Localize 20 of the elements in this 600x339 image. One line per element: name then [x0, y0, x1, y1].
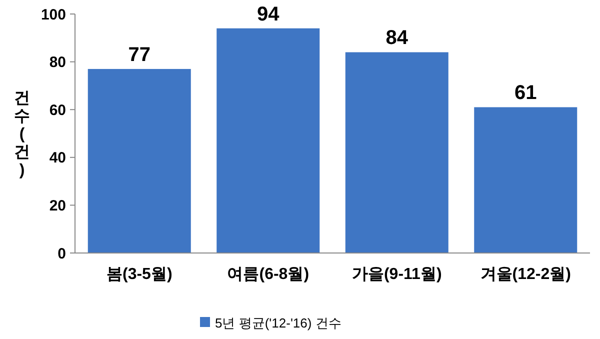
- legend-label: 5년 평균('12-'16) 건수: [215, 316, 342, 331]
- data-label: 77: [128, 44, 150, 66]
- y-tick-label: 20: [49, 197, 66, 214]
- x-tick-label: 봄(3-5월): [106, 266, 172, 283]
- y-tick-label: 60: [49, 102, 66, 119]
- bar: [88, 68, 191, 253]
- x-tick-label: 여름(6-8월): [227, 266, 310, 283]
- bar: [474, 107, 578, 253]
- y-tick-label: 100: [40, 6, 66, 24]
- y-tick-label: 0: [58, 245, 66, 262]
- x-tick-label: 가을(9-11월): [352, 266, 442, 283]
- data-label: 61: [514, 82, 537, 104]
- bar: [216, 28, 320, 253]
- bar: [345, 52, 448, 253]
- x-tick-label: 겨울(12-2월): [480, 266, 571, 283]
- data-label: 84: [386, 27, 409, 50]
- y-tick-label: 40: [49, 150, 66, 167]
- data-label: 94: [257, 3, 280, 26]
- y-tick-label: 80: [49, 54, 66, 72]
- y-axis-title: 건수( 건): [14, 90, 30, 180]
